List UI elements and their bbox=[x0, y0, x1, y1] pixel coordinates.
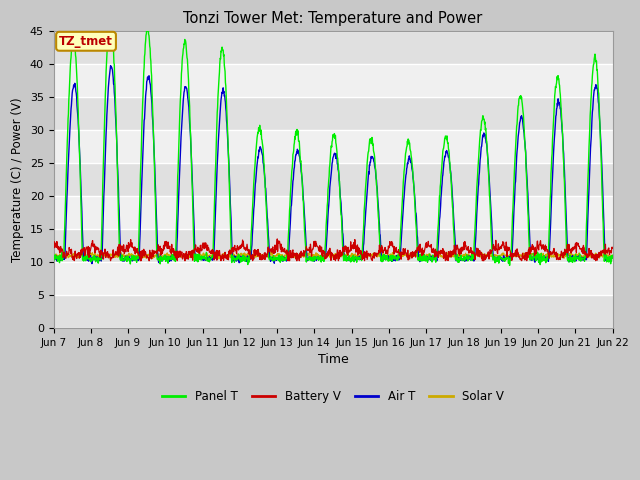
Bar bbox=[54, 32, 612, 64]
Bar bbox=[54, 229, 612, 262]
Bar bbox=[54, 64, 612, 97]
Bar bbox=[54, 196, 612, 229]
Y-axis label: Temperature (C) / Power (V): Temperature (C) / Power (V) bbox=[11, 97, 24, 262]
Text: TZ_tmet: TZ_tmet bbox=[59, 35, 113, 48]
Title: Tonzi Tower Met: Temperature and Power: Tonzi Tower Met: Temperature and Power bbox=[184, 11, 483, 26]
Bar bbox=[54, 295, 612, 328]
Bar bbox=[54, 163, 612, 196]
X-axis label: Time: Time bbox=[317, 353, 348, 366]
Legend: Panel T, Battery V, Air T, Solar V: Panel T, Battery V, Air T, Solar V bbox=[157, 385, 509, 408]
Bar bbox=[54, 262, 612, 295]
Bar bbox=[54, 130, 612, 163]
Bar bbox=[54, 97, 612, 130]
